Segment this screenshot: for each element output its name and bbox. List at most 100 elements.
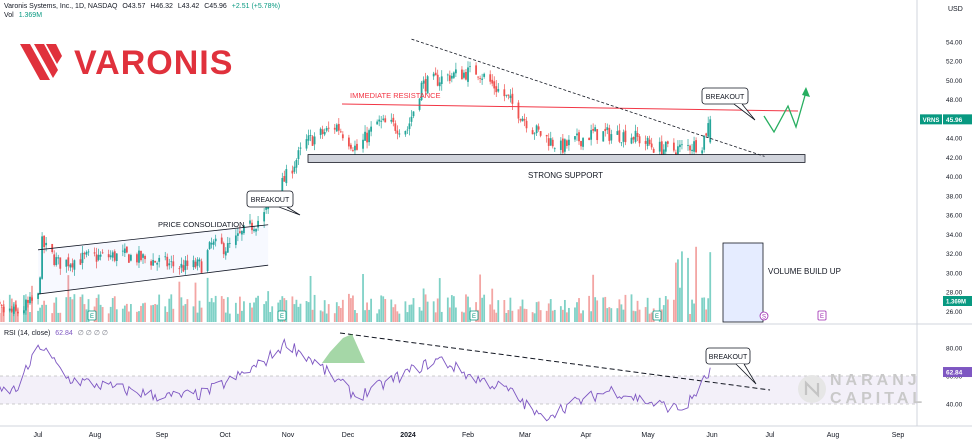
volume-bar <box>297 306 300 322</box>
volume-bar <box>396 311 399 322</box>
volume-bar <box>588 295 591 322</box>
candle-body <box>127 254 130 263</box>
volume-bar <box>404 301 407 322</box>
candle-body <box>234 235 237 245</box>
candle-body <box>29 296 31 304</box>
candle-body <box>551 139 554 147</box>
candle-body <box>701 150 704 154</box>
volume-bar <box>580 313 582 322</box>
volume-bar <box>440 311 443 322</box>
volume-bar <box>497 300 500 322</box>
volume-bar <box>350 298 352 322</box>
candle-body <box>390 119 393 122</box>
price-tick: 42.00 <box>946 155 963 162</box>
volume-bar <box>420 310 423 322</box>
rsi-header: RSI (14, close) 62.84 ∅ ∅ ∅ ∅ <box>4 329 111 337</box>
watermark-line1: NARANJ <box>830 372 921 389</box>
candle-body <box>130 255 132 261</box>
candle-body <box>236 233 239 236</box>
candle-body <box>588 137 591 141</box>
volume-bar <box>168 298 171 322</box>
candle-body <box>675 152 677 156</box>
volume-bar <box>648 313 651 322</box>
volume-bar <box>630 294 633 322</box>
volume-bar <box>210 298 213 322</box>
candle-body <box>436 74 439 86</box>
candle-body <box>707 123 710 137</box>
volume-bar <box>152 304 155 322</box>
candle-body <box>392 117 395 123</box>
volume-bar <box>566 312 568 322</box>
candle-body <box>608 127 611 141</box>
channel-fill <box>38 224 269 295</box>
candle-body <box>687 144 689 146</box>
volume-bar <box>53 302 56 322</box>
candle-body <box>170 261 173 263</box>
volume-bar <box>352 295 354 322</box>
volume-bar <box>0 306 3 322</box>
volume-bar <box>184 304 187 322</box>
candle-body <box>452 72 455 78</box>
time-tick: Oct <box>220 432 231 439</box>
time-tick: Mar <box>519 432 532 439</box>
volume-bar <box>319 310 322 322</box>
candle-body <box>192 260 195 268</box>
volume-bar <box>446 297 449 322</box>
price-tick: 40.00 <box>946 174 963 181</box>
candle-body <box>622 132 625 142</box>
breakout-callout-2-pointer <box>733 103 756 121</box>
volume-bar <box>170 294 173 322</box>
volume-bar <box>178 281 181 322</box>
varonis-logo-mark <box>20 44 62 80</box>
split-marker-circle <box>759 311 769 321</box>
volume-bar <box>335 302 338 322</box>
time-tick: Aug <box>827 432 840 439</box>
volume-bar <box>27 299 29 322</box>
candle-body <box>206 250 209 271</box>
candle-body <box>325 128 328 131</box>
earnings-marker: E <box>820 314 824 320</box>
volume-bar <box>348 293 350 322</box>
volume-bar <box>321 311 324 322</box>
volume-buildup-box <box>722 242 764 323</box>
candle-body <box>681 144 683 146</box>
rsi-extra: ∅ ∅ ∅ ∅ <box>77 330 108 337</box>
candle-body <box>491 79 494 84</box>
split-marker: S <box>762 315 766 321</box>
candle-body <box>97 254 100 260</box>
volume-bar <box>364 310 366 322</box>
volume-bar <box>590 311 593 322</box>
watermark-logo-icon <box>798 375 826 403</box>
volume-bar <box>533 313 536 322</box>
candle-body <box>115 253 118 262</box>
candle-body <box>693 141 695 152</box>
candle-body <box>194 261 197 268</box>
symbol-title[interactable]: Varonis Systems, Inc., 1D, NASDAQ <box>4 3 118 10</box>
volume-bar <box>198 300 201 322</box>
price-tick: 50.00 <box>946 78 963 85</box>
volume-bar <box>634 311 637 322</box>
volume-bar <box>511 310 514 322</box>
price-tick: 34.00 <box>946 232 963 239</box>
rsi-label[interactable]: RSI (14, close) <box>4 330 51 337</box>
earnings-marker: E <box>472 314 476 320</box>
candle-body <box>404 131 407 135</box>
candle-body <box>646 137 649 147</box>
candle-body <box>85 251 88 255</box>
candle-body <box>432 73 435 77</box>
candle-body <box>87 251 90 253</box>
candle-body <box>222 243 225 255</box>
volume-bar <box>368 309 370 322</box>
volume-bar <box>299 303 302 322</box>
candle-body <box>319 128 322 135</box>
volume-bar <box>142 303 144 322</box>
candle-body <box>523 118 526 121</box>
volume-bar <box>182 305 185 322</box>
volume-bar <box>479 274 482 322</box>
volume-bar <box>59 312 62 322</box>
breakout-callout-2-box <box>701 87 749 105</box>
volume-bar <box>618 299 621 322</box>
volume-bar <box>463 312 465 322</box>
candle-body <box>283 176 286 182</box>
